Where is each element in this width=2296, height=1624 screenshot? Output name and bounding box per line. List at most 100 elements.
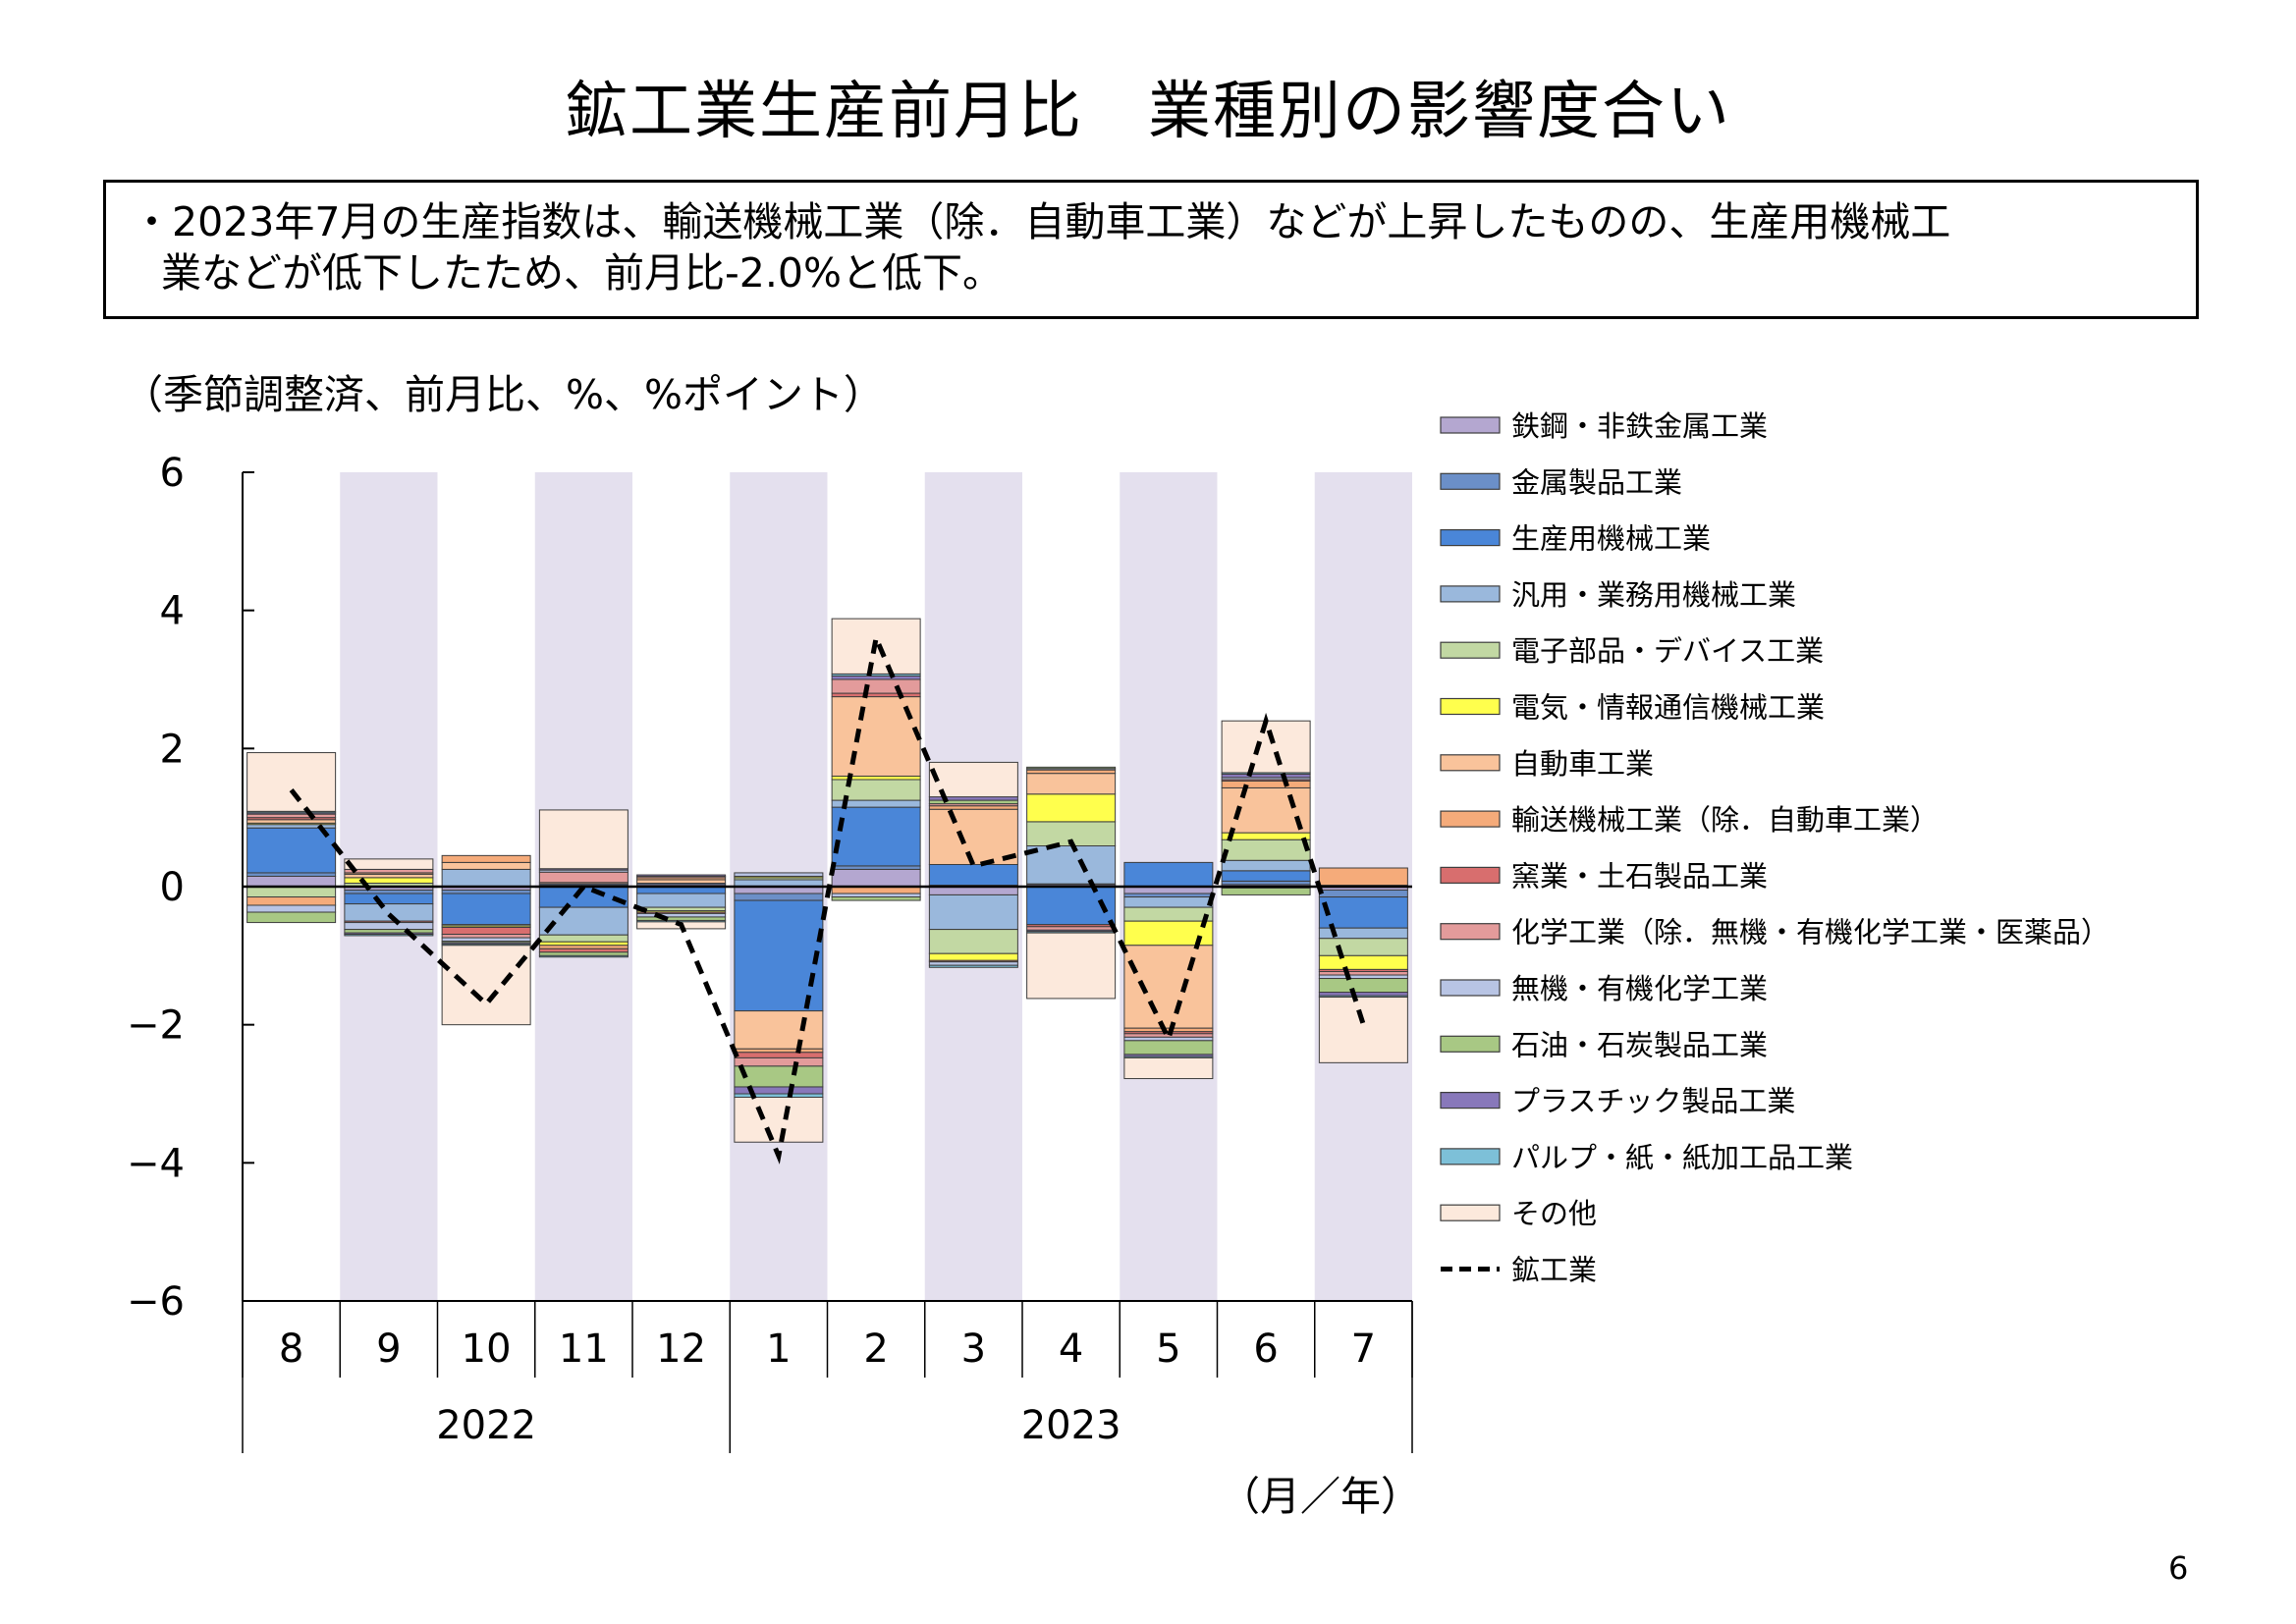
bar-segment [538, 809, 629, 870]
bar-segment [636, 893, 727, 908]
bar-segment [831, 678, 921, 694]
bar-segment [1318, 867, 1408, 887]
bar-segment [734, 872, 824, 877]
bar-segment [538, 954, 629, 958]
bar-segment [344, 868, 434, 874]
bar-segment [441, 934, 531, 939]
legend-label: 自動車工業 [1511, 747, 1654, 781]
bar-segment [538, 951, 629, 956]
legend-label: その他 [1511, 1197, 1597, 1230]
y-tick-label: −2 [127, 1003, 185, 1049]
bar-segment [246, 875, 337, 888]
bar-segment [441, 854, 531, 863]
legend-swatch [1440, 979, 1501, 997]
bar-segment [246, 872, 337, 877]
y-tick-label: 0 [160, 865, 185, 910]
bar-segment [1026, 932, 1117, 1000]
bar-segment [831, 896, 921, 901]
y-tick-label: −4 [127, 1141, 185, 1186]
bar-segment [1221, 780, 1311, 788]
bar-segment [734, 899, 824, 1012]
bar-segment [1123, 945, 1214, 1029]
bar-segment [928, 961, 1018, 966]
bar-segment [1123, 893, 1214, 898]
bar-segment [734, 1048, 824, 1054]
bar-segment [441, 926, 531, 936]
bar-segment [246, 819, 337, 824]
y-tick-label: 4 [160, 589, 185, 634]
bar-segment [1318, 938, 1408, 956]
legend-label: 窯業・土石製品工業 [1511, 859, 1768, 893]
legend-label: プラスチック製品工業 [1511, 1085, 1795, 1118]
bar-segment [1123, 896, 1214, 908]
x-tick-label: 2 [863, 1326, 888, 1372]
total-line [289, 629, 1366, 1164]
bar-segment [636, 906, 727, 912]
bar-segment [928, 929, 1018, 954]
summary-box: ・2023年7月の生産指数は、輸送機械工業（除．自動車工業）などが上昇したものの… [103, 180, 2199, 319]
year-label: 2023 [1021, 1403, 1121, 1448]
y-tick-label: −6 [127, 1279, 185, 1325]
bar-segment [928, 893, 1018, 931]
x-tick-label: 9 [376, 1326, 401, 1372]
bar-segment [734, 1093, 824, 1099]
legend-label: 電気・情報通信機械工業 [1511, 691, 1825, 725]
bar-segment [1026, 773, 1117, 795]
legend-swatch [1440, 1091, 1501, 1110]
legend-label: 石油・石炭製品工業 [1511, 1028, 1768, 1061]
x-tick-label: 10 [462, 1326, 512, 1372]
bar-segment [1026, 769, 1117, 775]
bar-segment [246, 911, 337, 924]
bar-segment [831, 775, 921, 781]
bar-segment [831, 893, 921, 898]
x-tick-label: 5 [1156, 1326, 1180, 1372]
summary-line-1: ・2023年7月の生産指数は、輸送機械工業（除．自動車工業）などが上昇したものの… [132, 198, 1951, 245]
bar-segment [734, 1052, 824, 1058]
legend-label: 鉄鋼・非鉄金属工業 [1511, 409, 1768, 443]
x-tick-label: 12 [656, 1326, 706, 1372]
bar-segment [1221, 786, 1311, 834]
summary-line-2: 業などが低下したため、前月比-2.0%と低下。 [161, 249, 1003, 297]
bar-segment [246, 886, 337, 898]
bar-segment [344, 890, 434, 894]
bar-segment [1221, 870, 1311, 882]
bar-segment [344, 929, 434, 934]
legend-label: 汎用・業務用機械工業 [1511, 578, 1796, 612]
bar-segment [246, 896, 337, 906]
bars-layer [246, 618, 1408, 1143]
legend-swatch [1440, 641, 1501, 659]
bar-segment [928, 952, 1018, 961]
legend-label: 生産用機械工業 [1511, 522, 1711, 556]
legend-swatch [1440, 697, 1501, 716]
bar-segment [441, 861, 531, 870]
legend-swatch [1440, 754, 1501, 772]
bar-segment [441, 937, 531, 943]
legend-swatch [1440, 923, 1501, 941]
page-title: 鉱工業生産前月比 業種別の影響度合い [565, 76, 1731, 148]
bar-segment [831, 865, 921, 870]
legend-swatch [1440, 1204, 1501, 1221]
bar-segment [1026, 766, 1117, 770]
bar-segment [1123, 1056, 1214, 1080]
bar-segment [1318, 974, 1408, 980]
bar-segment [1221, 887, 1311, 895]
bar-segment [344, 934, 434, 937]
y-tick-label: 2 [160, 727, 185, 772]
bar-segment [344, 877, 434, 884]
bar-segment [928, 886, 1018, 895]
legend-label: 化学工業（除．無機・有機化学工業・医薬品） [1511, 916, 2109, 949]
legend: 鉄鋼・非鉄金属工業金属製品工業生産用機械工業汎用・業務用機械工業電子部品・デバイ… [1440, 409, 2109, 1287]
bar-segment [1318, 971, 1408, 976]
x-tick-label: 3 [961, 1326, 986, 1372]
bar-segment [928, 808, 1018, 865]
legend-label: 電子部品・デバイス工業 [1511, 634, 1824, 668]
bar-segment [1123, 1040, 1214, 1056]
y-tick-label: 6 [160, 451, 185, 496]
bar-segment [636, 916, 727, 921]
bar-segment [831, 806, 921, 867]
bar-segment [1123, 861, 1214, 888]
bar-segment [1221, 880, 1311, 886]
bar-segment [1123, 1036, 1214, 1042]
bar-segment [1318, 997, 1408, 1063]
